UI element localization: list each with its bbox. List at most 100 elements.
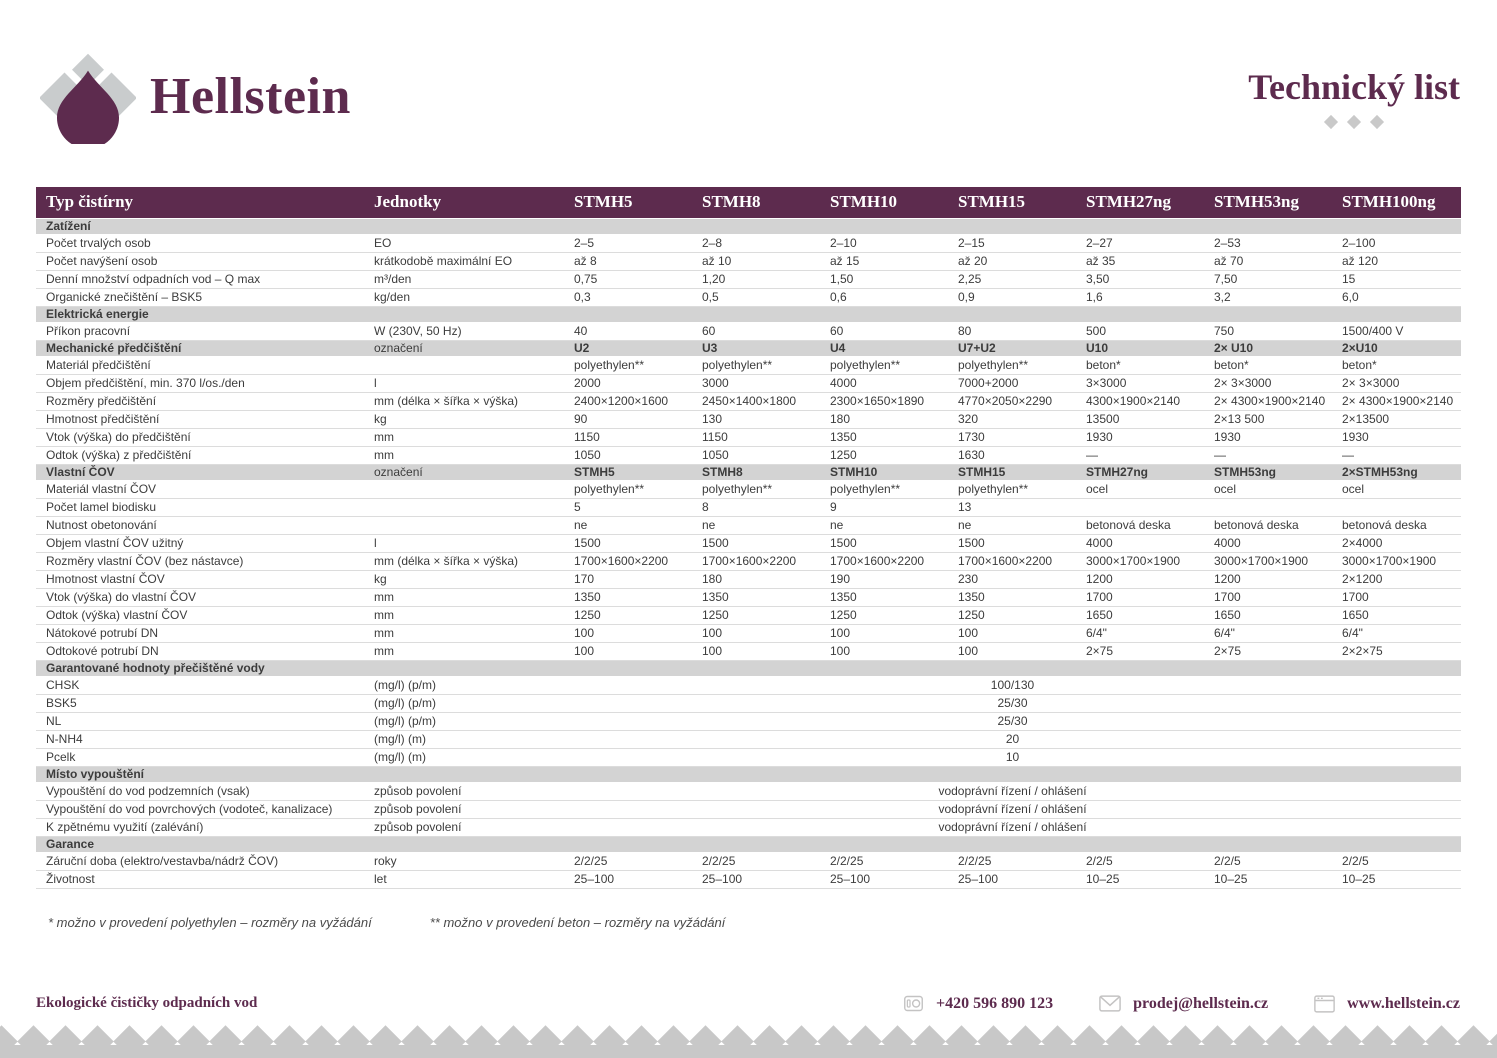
diamond-icon: [305, 1025, 338, 1058]
merged-value: vodoprávní řízení / ohlášení: [564, 800, 1461, 819]
row-units: (mg/l) (p/m): [364, 694, 564, 713]
section-row: Garantované hodnoty přečištěné vody: [36, 659, 1461, 677]
table-row: Hmotnost předčištění kg 90 130 180 320 13500 2×…: [36, 410, 1461, 429]
row-value: ocel: [1204, 480, 1332, 499]
diamond-icon: [49, 1025, 82, 1058]
row-value: 320: [948, 410, 1076, 429]
row-value: 25–100: [564, 870, 692, 889]
table-row: N-NH4 (mg/l) (m) 20: [36, 730, 1461, 749]
row-value: 2× 4300×1900×2140: [1332, 392, 1461, 411]
website-url[interactable]: www.hellstein.cz: [1347, 994, 1460, 1012]
diamond-icon: [145, 1025, 178, 1058]
diamond-icon: [401, 1025, 434, 1058]
contact-phone: +420 596 890 123: [903, 993, 1053, 1014]
row-value: polyethylen**: [820, 480, 948, 499]
row-label: Objem předčištění, min. 370 l/os./den: [36, 374, 364, 393]
row-value: 2×13500: [1332, 410, 1461, 429]
row-value: beton*: [1332, 356, 1461, 375]
diamond-icon: [241, 1025, 274, 1058]
row-value: 13: [948, 498, 1076, 517]
row-units: mm: [364, 624, 564, 643]
email-address[interactable]: prodej@hellstein.cz: [1133, 994, 1269, 1012]
row-value: 1500: [820, 534, 948, 553]
table-row: Počet trvalých osob EO 2–5 2–8 2–10 2–15 2–27 2…: [36, 234, 1461, 253]
row-value: 1250: [948, 606, 1076, 625]
row-label: Nátokové potrubí DN: [36, 624, 364, 643]
table-row: Vtok (výška) do vlastní ČOV mm 1350 1350 135…: [36, 588, 1461, 607]
row-units: kg: [364, 410, 564, 429]
row-units: mm: [364, 642, 564, 661]
row-value: až 8: [564, 252, 692, 271]
row-value: 2× 3×3000: [1204, 374, 1332, 393]
row-value: 2000: [564, 374, 692, 393]
row-value: 1930: [1076, 428, 1204, 447]
diamond-icon: [1169, 1025, 1202, 1058]
row-value: 2–10: [820, 234, 948, 253]
row-value: 2×75: [1204, 642, 1332, 661]
page-title: Technický list: [1248, 67, 1460, 107]
diamond-icon: [881, 1025, 914, 1058]
table-row: Materiál vlastní ČOV polyethylen** polyeth…: [36, 480, 1461, 499]
row-label: Odtokové potrubí DN: [36, 642, 364, 661]
table-row: Nátokové potrubí DN mm 100 100 100 100 6/4" 6/4…: [36, 624, 1461, 643]
diamond-icon: [1457, 1025, 1490, 1058]
row-value: 100: [948, 624, 1076, 643]
table-row: NL (mg/l) (p/m) 25/30: [36, 712, 1461, 731]
table-row: Vypouštění do vod povrchových (vodoteč, …: [36, 800, 1461, 819]
row-value: 3000×1700×1900: [1332, 552, 1461, 571]
table-row: Rozměry vlastní ČOV (bez nástavce) mm (dé…: [36, 552, 1461, 571]
diamond-icon: [81, 1025, 114, 1058]
table-row: Pcelk (mg/l) (m) 10: [36, 748, 1461, 767]
diamond-icon: [1425, 1025, 1458, 1058]
row-value: polyethylen**: [564, 480, 692, 499]
row-value: 25–100: [820, 870, 948, 889]
diamond-icon: [785, 1025, 818, 1058]
table-row: BSK5 (mg/l) (p/m) 25/30: [36, 694, 1461, 713]
section-filler: [564, 659, 1461, 677]
footnote-polyethylen: * možno v provedení polyethylen – rozměr…: [48, 915, 372, 930]
row-value: 10–25: [1332, 870, 1461, 889]
row-value: 2–53: [1204, 234, 1332, 253]
row-units: roky: [364, 852, 564, 871]
row-value: až 120: [1332, 252, 1461, 271]
row-units: m³/den: [364, 270, 564, 289]
row-label: Vypouštění do vod podzemních (vsak): [36, 782, 364, 801]
table-row: Rozměry předčištění mm (délka × šířka × v…: [36, 392, 1461, 411]
row-label: Záruční doba (elektro/vestavba/nádrž ČOV…: [36, 852, 364, 871]
diamond-icon: [849, 1025, 882, 1058]
diamond-icon: [433, 1025, 466, 1058]
row-value: 1700: [1332, 588, 1461, 607]
row-value: betonová deska: [1332, 516, 1461, 535]
row-value: 1650: [1076, 606, 1204, 625]
row-value: 500: [1076, 322, 1204, 341]
section-row: Místo vypouštění: [36, 765, 1461, 783]
row-label: Odtok (výška) z předčištění: [36, 446, 364, 465]
row-label: Rozměry vlastní ČOV (bez nástavce): [36, 552, 364, 571]
row-label: Organické znečištění – BSK5: [36, 288, 364, 307]
row-value: 2300×1650×1890: [820, 392, 948, 411]
row-label: Počet trvalých osob: [36, 234, 364, 253]
row-value: 1700×1600×2200: [820, 552, 948, 571]
row-value: 1630: [948, 446, 1076, 465]
merged-value: vodoprávní řízení / ohlášení: [564, 782, 1461, 801]
row-value: 750: [1204, 322, 1332, 341]
row-label: Příkon pracovní: [36, 322, 364, 341]
contact-email[interactable]: prodej@hellstein.cz: [1099, 995, 1268, 1013]
diamond-icon: [369, 1025, 402, 1058]
row-value: polyethylen**: [692, 480, 820, 499]
merged-value: 25/30: [564, 694, 1461, 713]
column-header: STMH10: [820, 187, 948, 218]
column-header: STMH100ng: [1332, 187, 1461, 218]
row-value: polyethylen**: [948, 480, 1076, 499]
row-value: 7,50: [1204, 270, 1332, 289]
row-value: 1150: [564, 428, 692, 447]
section-label: Vlastní ČOV: [36, 463, 364, 481]
row-value: 60: [692, 322, 820, 341]
spec-table-body: Zatížení Počet trvalých osob EO 2–5 2–8 2–10 2…: [36, 217, 1461, 889]
row-value: 2× 4300×1900×2140: [1204, 392, 1332, 411]
section-value: STMH27ng: [1076, 463, 1204, 481]
contact-web[interactable]: www.hellstein.cz: [1314, 995, 1460, 1013]
row-value: betonová deska: [1076, 516, 1204, 535]
row-value: 1650: [1332, 606, 1461, 625]
row-units: let: [364, 870, 564, 889]
